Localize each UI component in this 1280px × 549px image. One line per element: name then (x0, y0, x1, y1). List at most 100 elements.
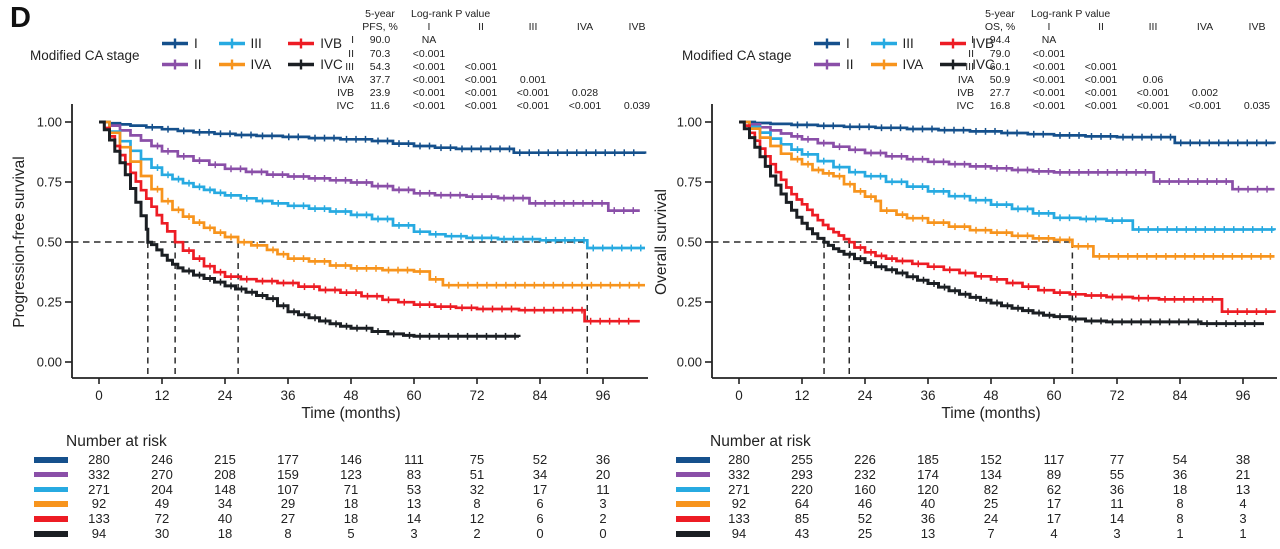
x-tick-label: 96 (1235, 388, 1250, 403)
at-risk-count: 52 (857, 511, 873, 527)
stats-p-value: <0.001 (1084, 87, 1118, 100)
at-risk-count: 332 (88, 466, 110, 482)
at-risk-count: 34 (532, 466, 548, 482)
at-risk-count: 92 (731, 496, 747, 512)
at-risk-count: 20 (595, 466, 611, 482)
stats-spacer (328, 21, 357, 34)
y-tick-label: 0.75 (37, 175, 62, 190)
panel-os: 0.00 0.25 0.50 0.75 1.00 0 12 24 36 48 60 72 84 96 Tim… (653, 104, 1277, 422)
x-tick-label: 36 (280, 388, 295, 403)
at-risk-count: 1 (1239, 526, 1247, 541)
stats-five-year-value: 27.7 (989, 87, 1011, 100)
at-risk-count: 280 (728, 452, 750, 467)
at-risk-count: 11 (596, 481, 610, 497)
y-tick-label: 0.50 (677, 235, 702, 250)
stats-spacer (948, 8, 977, 21)
stats-spacer (328, 8, 357, 21)
y-tick-label: 0.50 (37, 235, 62, 250)
stats-p-value: <0.001 (1188, 100, 1222, 113)
risk-row-swatch-I (676, 457, 710, 463)
legend-entry-III: III (218, 36, 272, 51)
at-risk-count: 53 (406, 481, 422, 497)
x-tick-label: 60 (1046, 388, 1061, 403)
panel-pfs: 0.00 0.25 0.50 0.75 1.00 0 12 24 36 48 60 72 84 96 Tim… (11, 104, 648, 422)
at-risk-count: 160 (854, 481, 876, 497)
at-risk-count: 0 (536, 526, 544, 541)
y-tick-label: 0.75 (677, 175, 702, 190)
at-risk-count: 32 (469, 481, 485, 497)
stats-row-IVB: IVB 23.9 <0.001 <0.001 <0.001 0.028 (328, 87, 663, 100)
survival-curve-IVA (739, 120, 1275, 258)
stats-stage-label: II (348, 47, 354, 60)
stats-spacer (948, 21, 977, 34)
at-risk-count: 17 (532, 481, 548, 497)
x-tick-label: 72 (1109, 388, 1124, 403)
legend-key-line-icon (218, 59, 245, 70)
legend-entry-I: I (814, 36, 854, 51)
stats-five-year-value: 23.9 (369, 87, 391, 100)
stats-p-value: 0.001 (519, 74, 547, 87)
legend-title: Modified CA stage (682, 48, 792, 63)
stats-row-IVC: IVC 16.8 <0.001 <0.001 <0.001 <0.001 0.035 (948, 100, 1280, 113)
y-tick-label: 0.25 (677, 295, 702, 310)
stats-header-5yr-line1: 5-year (985, 8, 1015, 20)
stats-five-year-value: 79.0 (989, 47, 1011, 60)
at-risk-count: 111 (404, 452, 424, 467)
at-risk-count: 14 (1109, 511, 1125, 527)
stats-p-value: <0.001 (412, 87, 446, 100)
stats-row-II: II 70.3 <0.001 (328, 48, 663, 61)
x-tick-label: 96 (595, 388, 610, 403)
at-risk-count: 8 (473, 496, 481, 512)
at-risk-count: 332 (728, 466, 750, 482)
at-risk-count: 4 (1050, 526, 1058, 541)
stats-p-value: <0.001 (1032, 74, 1066, 87)
at-risk-count: 18 (1172, 481, 1188, 497)
at-risk-count: 6 (536, 511, 544, 527)
at-risk-count: 89 (1046, 466, 1062, 482)
at-risk-count: 29 (280, 496, 296, 512)
stats-header-logrank: Log-rank P value (1031, 8, 1111, 20)
stats-stage-label: IVC (956, 100, 974, 113)
stats-pcol-header: IVB (628, 21, 646, 34)
legend-key-line-icon (218, 38, 245, 49)
stats-row-I: I 94.4 NA (948, 34, 1280, 47)
at-risk-count: 75 (469, 452, 485, 467)
stats-header-row-1: 5-year Log-rank P value (328, 8, 663, 21)
stats-five-year-value: 90.0 (369, 34, 391, 47)
at-risk-count: 17 (1046, 511, 1062, 527)
stats-five-year-value: 11.6 (370, 100, 390, 113)
stats-five-year-value: 54.3 (369, 60, 391, 73)
x-axis-title: Time (months) (941, 405, 1040, 422)
stats-p-value: <0.001 (1084, 74, 1118, 87)
at-risk-count: 226 (854, 452, 876, 467)
at-risk-count: 8 (284, 526, 292, 541)
risk-row-swatch-III (34, 486, 68, 493)
at-risk-count: 8 (1176, 496, 1184, 512)
y-tick-label: 0.25 (37, 295, 62, 310)
at-risk-count: 152 (980, 452, 1002, 467)
stats-pcol-header: III (1148, 21, 1158, 34)
legend-key-line-icon (870, 38, 897, 49)
stats-p-value: 0.06 (1142, 74, 1164, 87)
at-risk-count: 40 (217, 511, 233, 527)
at-risk-count: 8 (1176, 511, 1184, 527)
at-risk-count: 2 (473, 526, 481, 541)
at-risk-count: 177 (277, 452, 299, 467)
stats-p-value: <0.001 (516, 100, 550, 113)
legend-entry-II: II (162, 57, 202, 72)
stats-five-year-value: 50.9 (989, 74, 1011, 87)
stats-p-value: <0.001 (1032, 87, 1066, 100)
at-risk-count: 7 (987, 526, 995, 541)
at-risk-count: 220 (791, 481, 813, 497)
stats-p-value: <0.001 (412, 100, 446, 113)
stats-p-value: 0.039 (623, 100, 651, 113)
stats-stage-label: IVB (337, 87, 354, 100)
at-risk-count: 49 (154, 496, 170, 512)
at-risk-count: 30 (154, 526, 170, 541)
at-risk-count: 185 (917, 452, 939, 467)
stats-p-value: <0.001 (412, 47, 446, 60)
stats-pcol-header: II (1098, 21, 1104, 34)
at-risk-count: 71 (343, 481, 359, 497)
stats-header-5yr-line2: PFS, % (362, 21, 398, 34)
